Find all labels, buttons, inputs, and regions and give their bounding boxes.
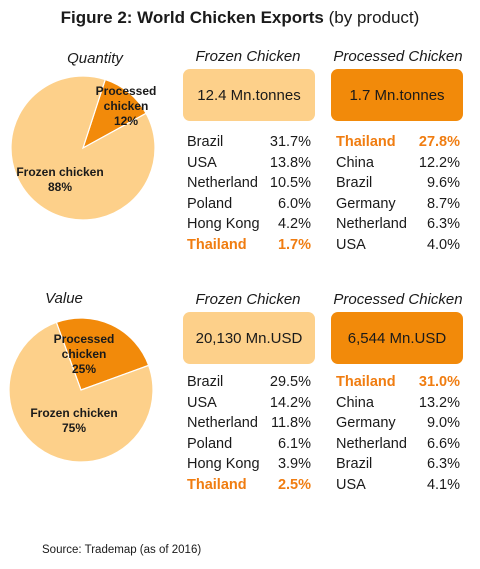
table-row: Brazil 6.3% [336,456,460,477]
quantity-pie-chart: Processed chicken 12% Frozen chicken 88% [10,75,157,220]
country-name: USA [187,154,217,171]
title-rest: (by product) [323,8,420,27]
value-processed-heading: Processed Chicken [333,291,463,308]
country-share: 4.1% [426,476,460,493]
country-name: Thailand [336,374,396,390]
table-row: USA 4.0% [336,237,460,258]
country-name: USA [187,394,217,411]
value-frozen-table: Brazil 29.5% USA 14.2% Netherland 11.8% Poland… [187,374,311,497]
table-row: Thailand 1.7% [187,237,311,258]
country-share: 13.8% [269,154,311,171]
country-share: 31.0% [418,374,460,390]
country-name: Brazil [336,456,373,472]
frozen-slice [8,321,154,463]
country-share: 10.5% [269,175,311,191]
table-row: China 13.2% [336,395,460,416]
country-name: China [336,154,374,171]
table-row: Brazil 29.5% [187,374,311,395]
country-name: Thailand [187,476,247,493]
value-processed-table: Thailand 31.0% China 13.2% Germany 9.0% Nether… [336,374,460,497]
country-name: Netherland [187,175,258,191]
table-row: Thailand 2.5% [187,477,311,498]
country-share: 31.7% [269,134,311,150]
quantity-frozen-total: 12.4 Mn.tonnes [183,69,315,121]
country-name: Netherland [336,435,407,452]
country-share: 8.7% [426,195,460,212]
table-row: Poland 6.1% [187,436,311,457]
country-name: Poland [187,195,233,212]
table-row: Brazil 9.6% [336,175,460,196]
source-note: Source: Trademap (as of 2016) [42,544,202,556]
country-share: 9.6% [426,175,460,191]
value-pie-chart: Processed chicken 25% Frozen chicken 75% [8,317,154,463]
country-share: 6.3% [426,216,460,232]
table-row: China 12.2% [336,155,460,176]
country-share: 6.1% [277,435,311,452]
country-name: Brazil [187,374,224,390]
country-share: 27.8% [418,134,460,150]
country-name: Hong Kong [187,456,260,472]
country-name: Thailand [336,134,396,150]
country-share: 12.2% [418,154,460,171]
country-name: China [336,394,374,411]
title-bold: Figure 2: World Chicken Exports [60,8,324,27]
country-share: 1.7% [277,236,311,253]
quantity-label: Quantity [67,50,123,67]
country-name: Netherland [336,216,407,232]
country-share: 2.5% [277,476,311,493]
country-share: 6.6% [426,435,460,452]
country-share: 3.9% [277,456,311,472]
country-name: USA [336,236,366,253]
table-row: Thailand 31.0% [336,374,460,395]
country-name: Germany [336,415,396,431]
country-name: Hong Kong [187,216,260,232]
processed-slice-label: Processed chicken 12% [96,84,157,128]
country-name: Poland [187,435,233,452]
frozen-slice-label: Frozen chicken 75% [30,406,117,435]
country-share: 6.3% [426,456,460,472]
quantity-frozen-table: Brazil 31.7% USA 13.8% Netherland 10.5% Poland… [187,134,311,257]
quantity-processed-table: Thailand 27.8% China 12.2% Brazil 9.6% Germany… [336,134,460,257]
table-row: Netherland 6.3% [336,216,460,237]
table-row: Hong Kong 3.9% [187,456,311,477]
table-row: Netherland 10.5% [187,175,311,196]
processed-slice-label: Processed chicken 25% [54,332,115,376]
country-share: 4.2% [277,216,311,232]
country-share: 9.0% [426,415,460,431]
value-label: Value [45,290,83,307]
country-share: 14.2% [269,394,311,411]
table-row: Germany 8.7% [336,196,460,217]
country-name: Germany [336,195,396,212]
frozen-slice [10,75,156,220]
table-row: Germany 9.0% [336,415,460,436]
country-name: Brazil [336,175,373,191]
table-row: USA 14.2% [187,395,311,416]
table-row: Thailand 27.8% [336,134,460,155]
country-share: 11.8% [270,415,311,431]
frozen-slice-label: Frozen chicken 88% [16,165,103,194]
table-row: USA 4.1% [336,477,460,498]
country-share: 6.0% [277,195,311,212]
value-frozen-heading: Frozen Chicken [195,291,301,308]
processed-slice [55,317,150,391]
figure-title: Figure 2: World Chicken Exports (by prod… [0,8,480,28]
table-row: Netherland 11.8% [187,415,311,436]
country-share: 4.0% [426,236,460,253]
table-row: Hong Kong 4.2% [187,216,311,237]
table-row: Poland 6.0% [187,196,311,217]
country-share: 29.5% [269,374,311,390]
quantity-processed-total: 1.7 Mn.tonnes [331,69,463,121]
value-processed-total: 6,544 Mn.USD [331,312,463,364]
country-name: Thailand [187,236,247,253]
quantity-processed-heading: Processed Chicken [333,48,463,65]
country-share: 13.2% [418,394,460,411]
table-row: USA 13.8% [187,155,311,176]
country-name: Netherland [187,415,258,431]
table-row: Brazil 31.7% [187,134,311,155]
table-row: Netherland 6.6% [336,436,460,457]
country-name: USA [336,476,366,493]
country-name: Brazil [187,134,224,150]
value-frozen-total: 20,130 Mn.USD [183,312,315,364]
quantity-frozen-heading: Frozen Chicken [195,48,301,65]
